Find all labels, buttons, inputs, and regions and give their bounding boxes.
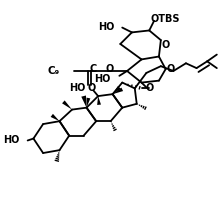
Text: O: O [106, 64, 114, 74]
Text: O: O [166, 64, 175, 74]
Polygon shape [81, 96, 86, 108]
Polygon shape [62, 100, 72, 110]
Polygon shape [97, 96, 101, 105]
Text: O: O [162, 40, 170, 50]
Text: OTBS: OTBS [151, 14, 180, 24]
Text: HO: HO [94, 74, 111, 84]
Text: HO: HO [98, 22, 114, 32]
Polygon shape [51, 114, 60, 121]
Polygon shape [113, 86, 121, 94]
Text: O: O [145, 83, 153, 93]
Text: HO: HO [69, 83, 86, 93]
Polygon shape [86, 98, 90, 108]
Text: O: O [87, 83, 95, 93]
Text: C: C [90, 64, 97, 74]
Polygon shape [113, 88, 123, 94]
Text: C₉: C₉ [47, 66, 60, 76]
Text: HO: HO [4, 136, 20, 145]
